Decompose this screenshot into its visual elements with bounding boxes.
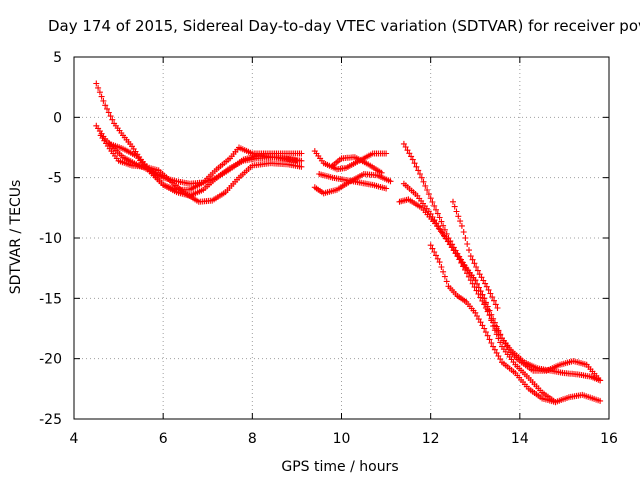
series-group	[93, 80, 604, 406]
series-track-c	[97, 132, 305, 205]
data-points	[311, 148, 390, 173]
x-tick-label: 8	[248, 431, 257, 447]
data-points	[311, 171, 394, 197]
series-track-a	[93, 80, 305, 199]
data-points	[106, 140, 305, 193]
x-tick-label: 6	[159, 431, 168, 447]
y-tick-label: -5	[48, 171, 62, 187]
y-tick-label: 5	[53, 50, 62, 66]
x-axis-label: GPS time / hours	[281, 459, 398, 475]
y-tick-label: -15	[39, 291, 62, 307]
y-axis-label: SDTVAR / TECUs	[8, 180, 24, 295]
x-tick-label: 16	[600, 431, 618, 447]
data-points	[93, 80, 305, 199]
series-track-m	[450, 198, 501, 311]
y-tick-label: -10	[39, 231, 62, 247]
data-points	[97, 132, 305, 205]
series-track-l	[427, 242, 559, 406]
axis-ticks: 4 6 8 10 12 14 16 5 0 -5 -10 -15 -20 -25	[39, 50, 618, 447]
grid	[74, 57, 609, 419]
data-points	[329, 154, 385, 176]
y-tick-label: -25	[39, 412, 62, 428]
series-track-f	[311, 171, 394, 197]
y-tick-label: 0	[53, 110, 62, 126]
x-tick-label: 4	[70, 431, 79, 447]
x-tick-label: 12	[422, 431, 440, 447]
series-track-j	[400, 180, 604, 384]
x-tick-label: 10	[333, 431, 351, 447]
data-points	[400, 180, 604, 384]
series-track-e	[311, 148, 390, 173]
data-points	[316, 171, 390, 192]
y-tick-label: -20	[39, 352, 62, 368]
chart-title: Day 174 of 2015, Sidereal Day-to-day VTE…	[48, 17, 640, 35]
x-tick-label: 14	[511, 431, 529, 447]
data-points	[427, 242, 559, 406]
series-track-d	[106, 140, 305, 193]
series-track-g	[316, 171, 390, 192]
data-points	[450, 198, 501, 311]
series-track-h	[329, 154, 385, 176]
